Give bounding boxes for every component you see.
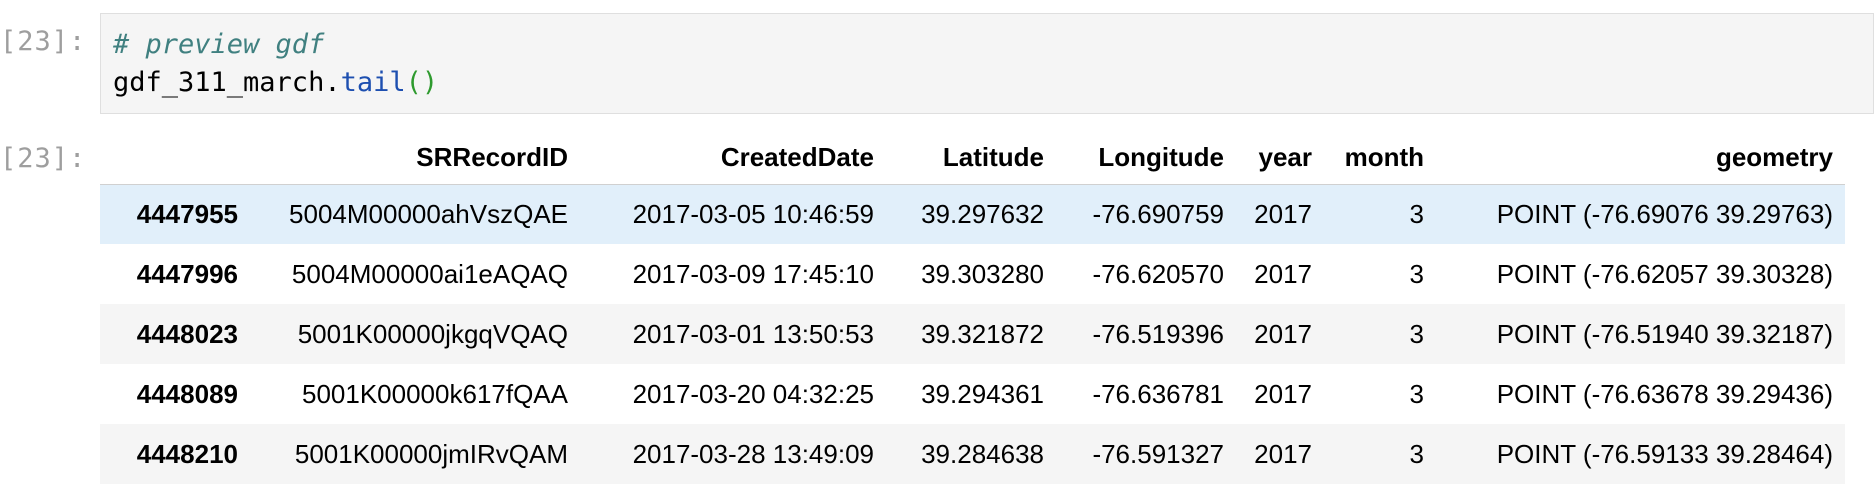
dataframe-table: SRRecordID CreatedDate Latitude Longitud…	[100, 134, 1845, 484]
cell-srrecordid: 5001K00000k617fQAA	[302, 378, 568, 409]
cell-year: 2017	[1254, 198, 1312, 229]
cell-longitude: -76.636781	[1092, 378, 1224, 409]
cell-year: 2017	[1254, 438, 1312, 469]
column-header-longitude: Longitude	[1098, 142, 1224, 172]
cell-createddate: 2017-03-20 04:32:25	[632, 378, 874, 409]
cell-createddate: 2017-03-09 17:45:10	[632, 258, 874, 289]
code-comment: # preview gdf	[113, 29, 325, 60]
column-header-month: month	[1344, 142, 1424, 172]
column-header-createddate: CreatedDate	[720, 142, 874, 172]
cell-longitude: -76.620570	[1092, 258, 1224, 289]
cell-year: 2017	[1254, 258, 1312, 289]
cell-srrecordid: 5004M00000ai1eAQAQ	[291, 258, 568, 289]
column-header-srrecordid: SRRecordID	[416, 142, 568, 172]
cell-geometry: POINT (-76.59133 39.28464)	[1496, 438, 1833, 469]
code-cell-editor[interactable]: # preview gdf gdf_311_march.tail()	[100, 13, 1874, 114]
table-row: 4447996 5004M00000ai1eAQAQ 2017-03-09 17…	[100, 244, 1845, 304]
cell-geometry: POINT (-76.51940 39.32187)	[1496, 318, 1833, 349]
output-prompt: [23]:	[0, 143, 87, 174]
cell-year: 2017	[1254, 378, 1312, 409]
column-header-geometry: geometry	[1715, 142, 1833, 172]
table-header-row: SRRecordID CreatedDate Latitude Longitud…	[100, 134, 1845, 184]
cell-latitude: 39.321872	[921, 318, 1044, 349]
row-index: 4448089	[136, 378, 238, 409]
cell-longitude: -76.690759	[1092, 198, 1224, 229]
table-row: 4448023 5001K00000jkgqVQAQ 2017-03-01 13…	[100, 304, 1845, 364]
table-row: 4448210 5001K00000jmIRvQAM 2017-03-28 13…	[100, 424, 1845, 484]
table-row: 4447955 5004M00000ahVszQAE 2017-03-05 10…	[100, 184, 1845, 244]
cell-month: 3	[1409, 318, 1424, 349]
cell-longitude: -76.591327	[1092, 438, 1224, 469]
code-parens: ()	[405, 67, 439, 98]
column-header-year: year	[1258, 142, 1313, 172]
cell-latitude: 39.294361	[921, 378, 1044, 409]
cell-srrecordid: 5001K00000jkgqVQAQ	[297, 318, 568, 349]
input-prompt: [23]:	[0, 26, 87, 57]
cell-latitude: 39.303280	[921, 258, 1044, 289]
row-index: 4448023	[136, 318, 238, 349]
cell-month: 3	[1409, 438, 1424, 469]
cell-createddate: 2017-03-05 10:46:59	[632, 198, 874, 229]
code-method: tail	[340, 67, 406, 98]
cell-createddate: 2017-03-01 13:50:53	[632, 318, 874, 349]
code-object: gdf_311_march	[113, 67, 325, 98]
index-header	[100, 134, 250, 184]
column-header-latitude: Latitude	[942, 142, 1044, 172]
row-index: 4447996	[136, 258, 238, 289]
row-index: 4448210	[136, 438, 238, 469]
cell-geometry: POINT (-76.63678 39.29436)	[1496, 378, 1833, 409]
code-dot: .	[324, 67, 341, 98]
cell-month: 3	[1409, 198, 1424, 229]
cell-latitude: 39.284638	[921, 438, 1044, 469]
cell-latitude: 39.297632	[921, 198, 1044, 229]
cell-srrecordid: 5001K00000jmIRvQAM	[294, 438, 568, 469]
cell-geometry: POINT (-76.62057 39.30328)	[1496, 258, 1833, 289]
cell-year: 2017	[1254, 318, 1312, 349]
cell-createddate: 2017-03-28 13:49:09	[632, 438, 874, 469]
row-index: 4447955	[136, 198, 238, 229]
cell-geometry: POINT (-76.69076 39.29763)	[1496, 198, 1833, 229]
table-row: 4448089 5001K00000k617fQAA 2017-03-20 04…	[100, 364, 1845, 424]
cell-month: 3	[1409, 378, 1424, 409]
cell-month: 3	[1409, 258, 1424, 289]
cell-srrecordid: 5004M00000ahVszQAE	[289, 198, 568, 229]
cell-longitude: -76.519396	[1092, 318, 1224, 349]
